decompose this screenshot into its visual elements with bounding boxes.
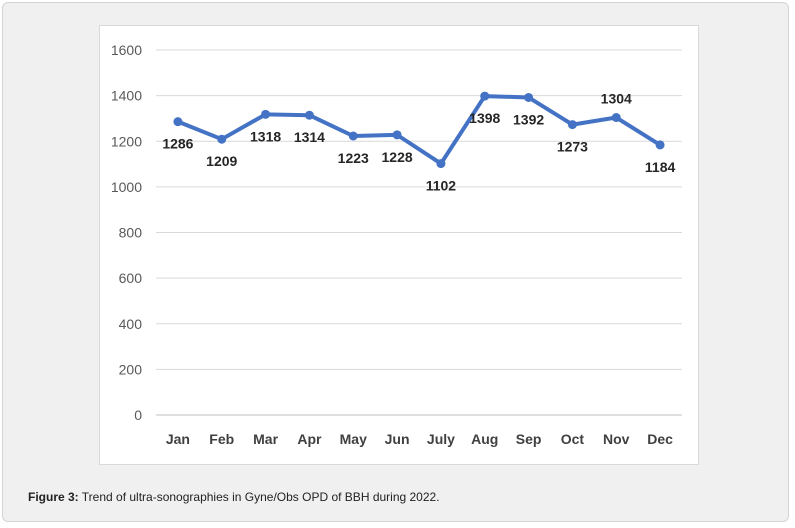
- data-point: [173, 117, 183, 127]
- data-label: 1318: [250, 128, 281, 144]
- x-axis-ticks: Jan Feb Mar Apr May Jun July Aug Sep Oct Nov Dec: [166, 431, 673, 447]
- series-line: [173, 91, 665, 169]
- caption-text: Trend of ultra-sonographies in Gyne/Obs …: [78, 490, 440, 504]
- gridlines: [156, 49, 682, 416]
- caption-prefix: Figure 3:: [28, 490, 79, 504]
- x-tick-label: Feb: [209, 431, 234, 447]
- y-tick-label: 800: [119, 225, 143, 241]
- figure-frame: 0 200 400 600 800 1000 1200 1400 1600 Jan Feb Mar A…: [2, 2, 789, 522]
- y-tick-label: 0: [134, 407, 142, 423]
- data-point: [261, 109, 271, 119]
- y-tick-label: 1200: [111, 133, 142, 149]
- x-tick-label: Apr: [297, 431, 322, 447]
- x-tick-label: May: [340, 431, 367, 447]
- y-tick-label: 1600: [111, 42, 142, 58]
- y-tick-label: 600: [119, 270, 143, 286]
- figure-caption: Figure 3: Trend of ultra-sonographies in…: [28, 490, 440, 504]
- data-label: 1228: [382, 149, 413, 165]
- data-label: 1102: [426, 178, 457, 194]
- x-tick-label: Dec: [647, 431, 673, 447]
- y-axis-ticks: 0 200 400 600 800 1000 1200 1400 1600: [111, 42, 142, 423]
- y-tick-label: 1400: [111, 88, 142, 104]
- line-chart: 0 200 400 600 800 1000 1200 1400 1600 Jan Feb Mar A…: [99, 25, 699, 465]
- chart-svg: 0 200 400 600 800 1000 1200 1400 1600 Jan Feb Mar A…: [111, 42, 682, 447]
- data-point: [611, 113, 621, 123]
- x-tick-label: July: [427, 431, 455, 447]
- data-point: [655, 140, 665, 150]
- data-point: [304, 110, 314, 120]
- data-label: 1184: [645, 159, 676, 175]
- data-point: [524, 92, 534, 102]
- x-tick-label: Oct: [561, 431, 585, 447]
- x-tick-label: Nov: [603, 431, 630, 447]
- data-point: [217, 134, 227, 144]
- x-tick-label: Aug: [471, 431, 498, 447]
- y-tick-label: 400: [119, 316, 143, 332]
- data-point: [348, 131, 358, 141]
- data-point: [436, 159, 446, 169]
- data-label: 1392: [513, 111, 544, 127]
- x-tick-label: Mar: [253, 431, 278, 447]
- data-point: [567, 120, 577, 130]
- data-point: [480, 91, 490, 101]
- data-label: 1286: [162, 136, 193, 152]
- x-tick-label: Jan: [166, 431, 190, 447]
- x-tick-label: Sep: [516, 431, 542, 447]
- y-tick-label: 1000: [111, 179, 142, 195]
- data-label: 1314: [294, 129, 325, 145]
- data-point: [392, 130, 402, 140]
- data-label: 1398: [469, 110, 500, 126]
- series-line-path: [175, 94, 663, 166]
- data-labels: 1286 1209 1318 1314 1223 1228 1102 1398 1392 1273…: [162, 91, 675, 194]
- data-label: 1209: [206, 153, 237, 169]
- data-label: 1223: [338, 150, 369, 166]
- data-label: 1304: [601, 91, 632, 107]
- y-tick-label: 200: [119, 361, 143, 377]
- data-label: 1273: [557, 139, 588, 155]
- x-tick-label: Jun: [385, 431, 410, 447]
